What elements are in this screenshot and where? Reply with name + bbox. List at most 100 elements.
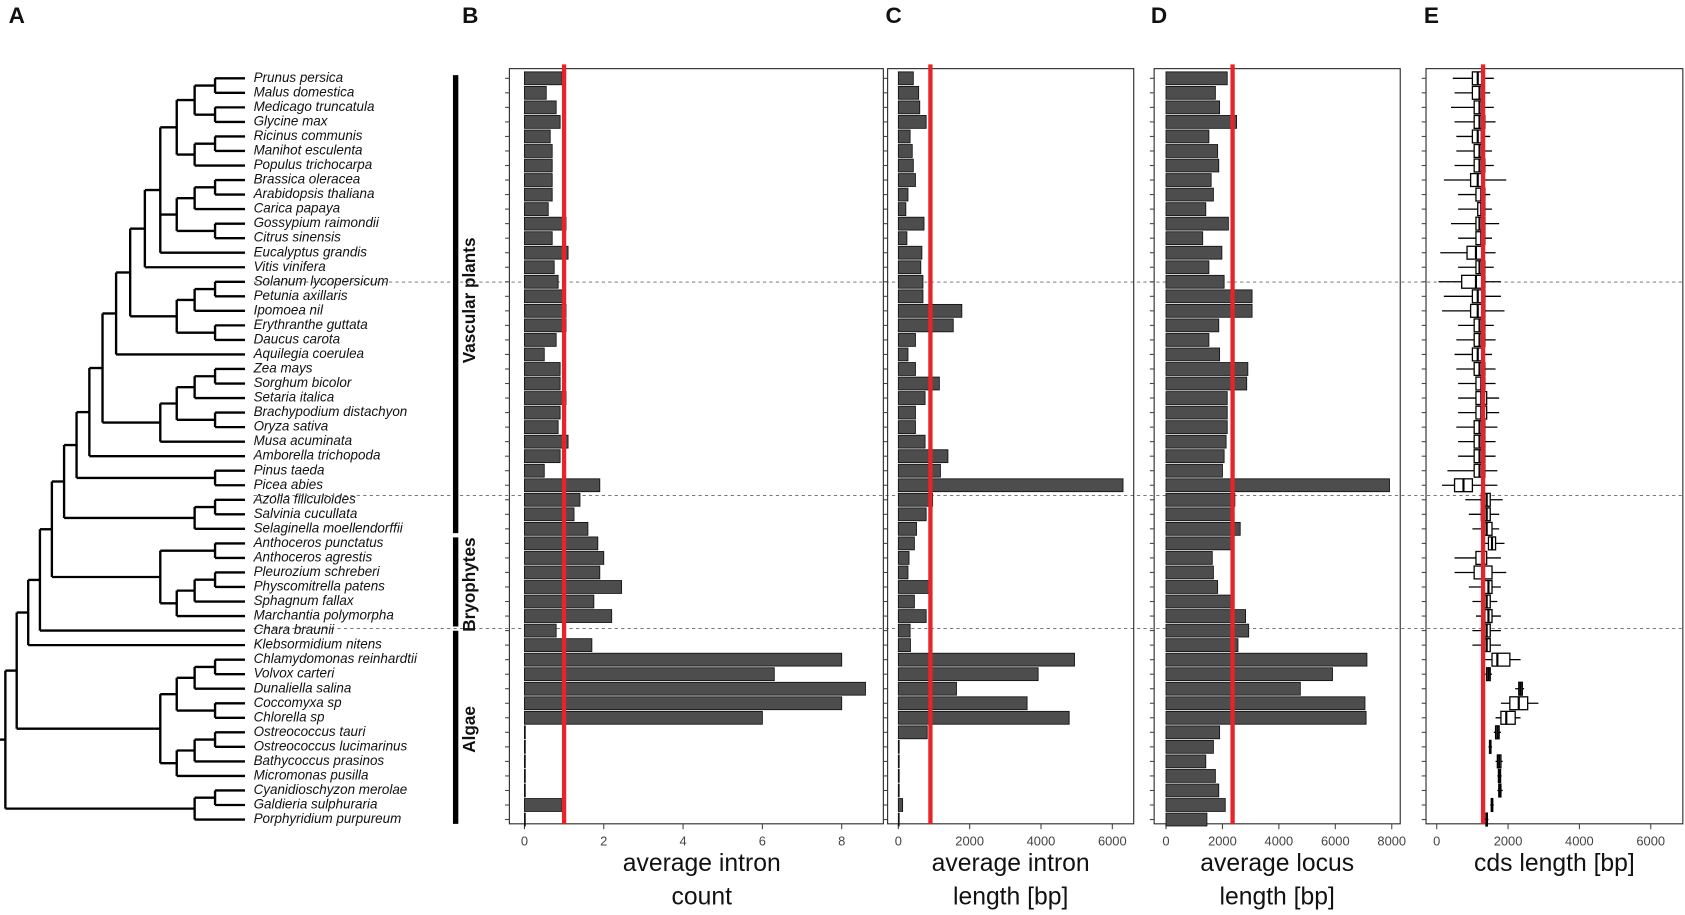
species-label: Gossypium raimondii <box>254 215 380 230</box>
species-label: Arabidopsis thaliana <box>253 186 375 201</box>
bar <box>897 187 909 202</box>
x-tick-label: 4000 <box>1565 833 1594 848</box>
species-label: Anthoceros agrestis <box>253 549 373 564</box>
bar <box>1165 594 1234 609</box>
species-label: Picea abies <box>254 477 324 492</box>
bar <box>524 696 843 711</box>
x-tick-label: 6000 <box>1321 833 1350 848</box>
bar <box>1165 115 1237 129</box>
bar <box>524 260 555 275</box>
species-label: Micromonas pusilla <box>254 767 369 782</box>
species-label: Dunaliella salina <box>254 680 352 695</box>
bar <box>524 202 549 216</box>
bar <box>524 144 553 158</box>
bar <box>1165 565 1214 580</box>
bar <box>897 289 924 304</box>
bar <box>1165 420 1228 434</box>
species-label: Anthoceros punctatus <box>253 535 384 550</box>
bar <box>524 274 559 289</box>
bar <box>1165 260 1210 275</box>
x-tick-label: 2000 <box>955 833 984 848</box>
bar <box>524 231 553 246</box>
x-axis-label: cds length [bp] <box>1474 850 1635 877</box>
group-label: Bryophytes <box>459 537 479 631</box>
bar <box>897 173 916 187</box>
species-label: Eucalyptus grandis <box>254 244 368 259</box>
bar <box>1165 274 1225 289</box>
tree <box>0 77 246 821</box>
bar <box>524 536 599 551</box>
species-label: Coccomyxa sp <box>254 695 343 710</box>
bar <box>1165 492 1236 507</box>
species-label: Porphyridium purpureum <box>254 811 402 826</box>
bar <box>1165 507 1235 522</box>
bar <box>1165 798 1226 812</box>
bar <box>1165 667 1333 682</box>
species-label: Medicago truncatula <box>254 99 375 114</box>
bar <box>524 347 545 362</box>
bar <box>1165 638 1239 652</box>
bar <box>897 638 911 652</box>
bar <box>1165 478 1390 493</box>
x-tick-label: 6000 <box>1098 833 1127 848</box>
bar <box>897 492 934 507</box>
bar <box>1165 739 1214 754</box>
x-tick-label: 8 <box>838 833 845 848</box>
bar <box>1165 710 1367 725</box>
bar <box>524 303 567 318</box>
species-label: Cyanidioschyzon merolae <box>254 782 408 797</box>
species-label: Galdieria sulphuraria <box>254 797 378 812</box>
bar <box>897 580 932 594</box>
bar <box>1165 158 1220 173</box>
species-label: Populus trichocarpa <box>254 157 373 172</box>
bar <box>524 289 565 304</box>
species-label: Manihot esculenta <box>254 143 363 158</box>
bar <box>897 318 954 333</box>
bar <box>897 100 921 115</box>
bar <box>1165 362 1249 376</box>
x-axis-label: average intron <box>932 850 1090 877</box>
bar <box>524 420 559 434</box>
bar <box>524 129 551 144</box>
species-label: Ostreococcus lucimarinus <box>254 738 408 753</box>
species-label: Pleurozium schreberi <box>254 564 381 579</box>
species-label: Chara braunii <box>254 622 336 637</box>
bar <box>524 725 526 740</box>
bar <box>897 274 924 289</box>
bar <box>897 216 925 231</box>
species-label: Volvox carteri <box>254 666 336 681</box>
bar <box>897 725 928 740</box>
bar <box>897 652 1075 667</box>
panel-label: D <box>1151 3 1167 28</box>
bar <box>1165 85 1216 100</box>
bar <box>897 667 1039 682</box>
x-tick-label: 2000 <box>1208 833 1237 848</box>
bar <box>1165 376 1248 391</box>
bar <box>524 318 567 333</box>
bar <box>1165 463 1223 478</box>
bar <box>524 463 545 478</box>
species-label: Ricinus communis <box>254 128 363 143</box>
x-axis-label: length [bp] <box>1219 883 1334 910</box>
bar <box>897 405 916 420</box>
x-tick-label: 6000 <box>1636 833 1665 848</box>
bar <box>897 798 904 812</box>
bar <box>897 347 909 362</box>
panel-label: E <box>1424 3 1439 28</box>
bar <box>1165 173 1212 187</box>
species-label: Salvinia cucullata <box>254 506 358 521</box>
species-label: Vitis vinifera <box>254 259 326 274</box>
bar <box>897 260 922 275</box>
bar <box>524 245 569 260</box>
bar <box>524 449 561 464</box>
species-label: Amborella trichopoda <box>253 448 381 463</box>
bar <box>897 420 916 434</box>
species-label: Zea mays <box>253 361 313 376</box>
bar <box>1165 652 1368 667</box>
species-label: Musa acuminata <box>254 433 352 448</box>
species-label: Azolla filiculoides <box>253 491 356 506</box>
species-label: Pinus taeda <box>254 462 325 477</box>
bar <box>1165 100 1221 115</box>
bar <box>524 158 553 173</box>
